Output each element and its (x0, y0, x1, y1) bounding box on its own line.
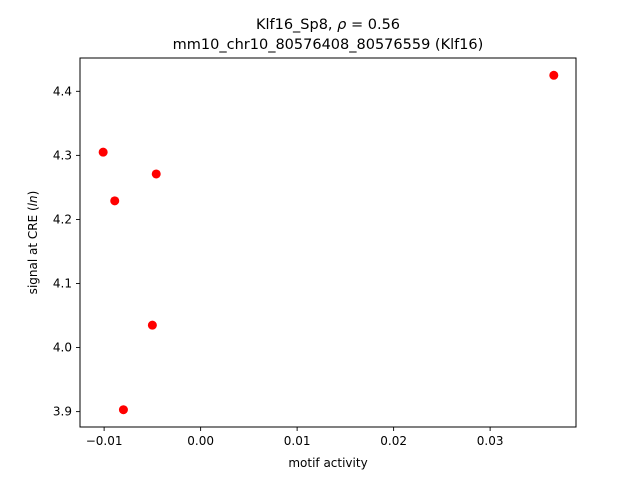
data-point (147, 320, 157, 330)
x-axis-label: motif activity (288, 456, 367, 470)
x-tick-label: 0.01 (284, 434, 311, 448)
y-axis-ticks: 3.9 4.0 4.1 4.2 4.3 4.4 (53, 84, 80, 419)
data-point (151, 169, 161, 179)
x-tick-label: 0.03 (477, 434, 504, 448)
y-axis-label: signal at CRE (ln) (26, 191, 40, 295)
y-tick-label: 4.4 (53, 84, 72, 98)
chart-title-line1: Klf16_Sp8, ρ = 0.56 (256, 17, 400, 33)
x-tick-label: −0.01 (86, 434, 123, 448)
data-points (98, 70, 559, 415)
y-tick-label: 4.3 (53, 148, 72, 162)
plot-frame (79, 57, 577, 428)
y-tick-label: 3.9 (53, 405, 72, 419)
plot-area (80, 58, 576, 427)
data-point (98, 147, 108, 157)
x-tick-label: 0.02 (380, 434, 407, 448)
x-tick-label: 0.00 (187, 434, 214, 448)
x-axis-ticks: −0.01 0.00 0.01 0.02 0.03 (86, 427, 504, 448)
y-tick-label: 4.0 (53, 341, 72, 355)
y-tick-label: 4.1 (53, 277, 72, 291)
data-point (549, 70, 559, 80)
data-point (118, 405, 128, 415)
chart-title-line2: mm10_chr10_80576408_80576559 (Klf16) (173, 37, 484, 53)
data-point (110, 196, 120, 206)
y-tick-label: 4.2 (53, 212, 72, 226)
